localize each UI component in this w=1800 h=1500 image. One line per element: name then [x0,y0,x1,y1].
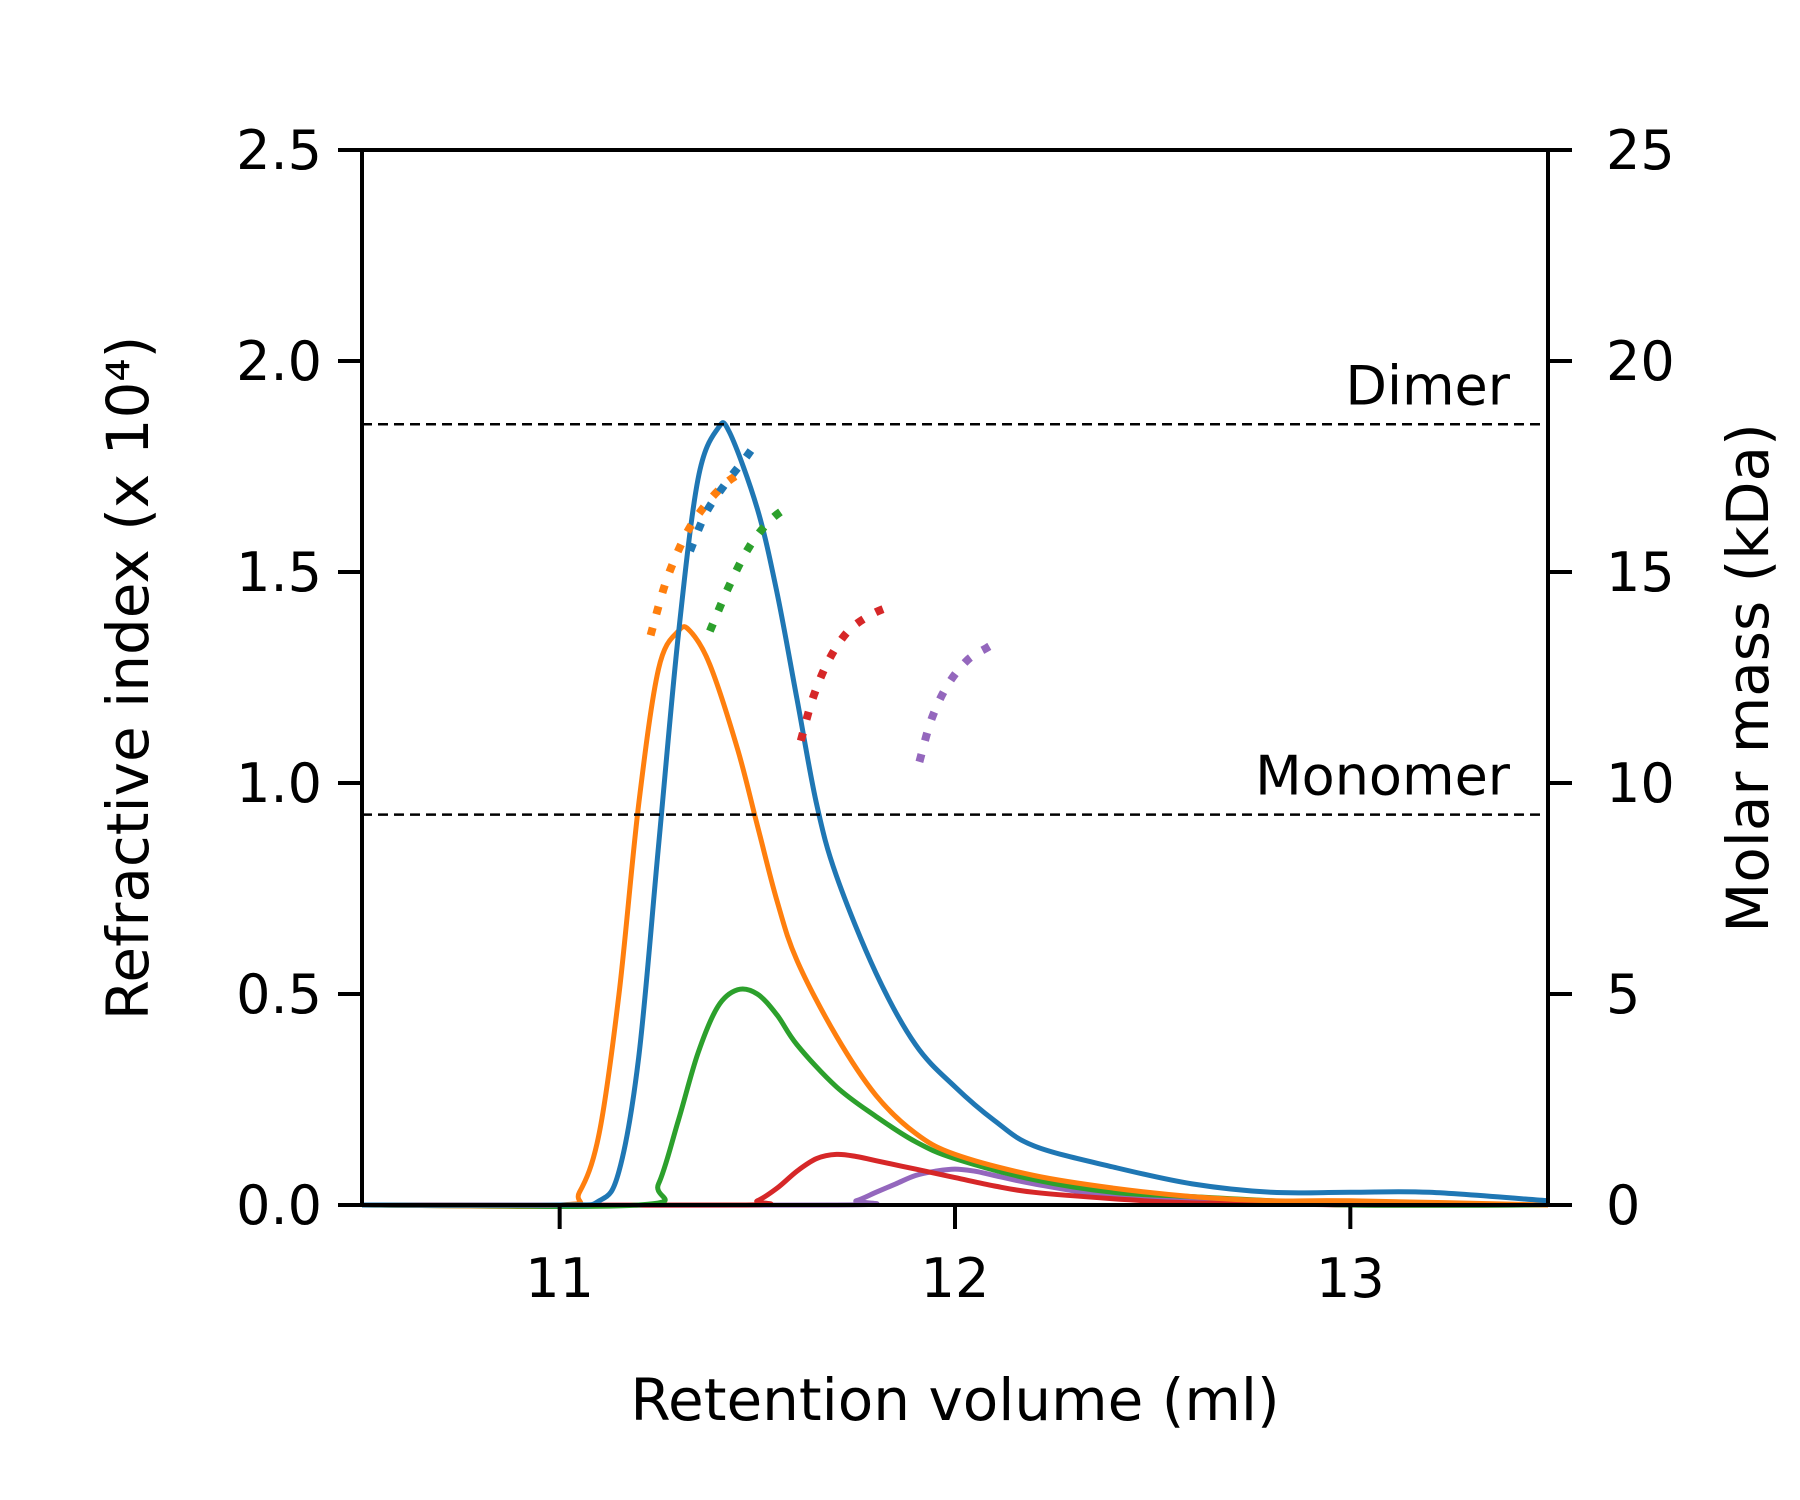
molar-mass-trace-red [796,602,894,742]
x-tick-label: 12 [921,1247,990,1310]
y-tick-label: 0.0 [236,1174,322,1237]
ri-trace-green [361,986,1549,1210]
y-tick-label: 2.5 [236,119,322,182]
reference-label-dimer: Dimer [1345,354,1510,417]
ri-trace-blue [361,420,1549,1208]
ri-trace-orange [361,624,1549,1209]
x-tick-label: 11 [525,1247,594,1310]
y-tick-label: 1.5 [236,541,322,604]
reference-label-monomer: Monomer [1255,745,1511,808]
y-tick-label: 2.0 [236,330,322,393]
y2-tick-label: 5 [1606,963,1640,1026]
y2-tick-label: 0 [1606,1174,1640,1237]
axis-ticks: 11 12 13 0.0 0.5 1.0 1.5 2.0 2.5 0 5 10 15 20 25 [236,119,1675,1310]
plot-data [361,420,1549,1210]
molar-mass-trace-purple [915,640,997,763]
y-tick-label: 0.5 [236,963,322,1026]
y2-tick-label: 25 [1606,119,1675,182]
molar-mass-trace-green [706,505,788,633]
x-axis-title: Retention volume (ml) [630,1366,1279,1434]
y2-tick-label: 10 [1606,752,1675,815]
y2-tick-label: 15 [1606,541,1675,604]
ri-trace-red [361,1151,1549,1208]
y2-tick-label: 20 [1606,330,1675,393]
y2-axis-title: Molar mass (kDa) [1714,423,1782,932]
reference-lines: Dimer Monomer [362,354,1548,816]
molar-mass-trace-blue [686,438,761,553]
x-tick-label: 13 [1316,1247,1385,1310]
y-axis-title: Refractive index (x 10⁴) [94,336,162,1021]
y-tick-label: 1.0 [236,752,322,815]
